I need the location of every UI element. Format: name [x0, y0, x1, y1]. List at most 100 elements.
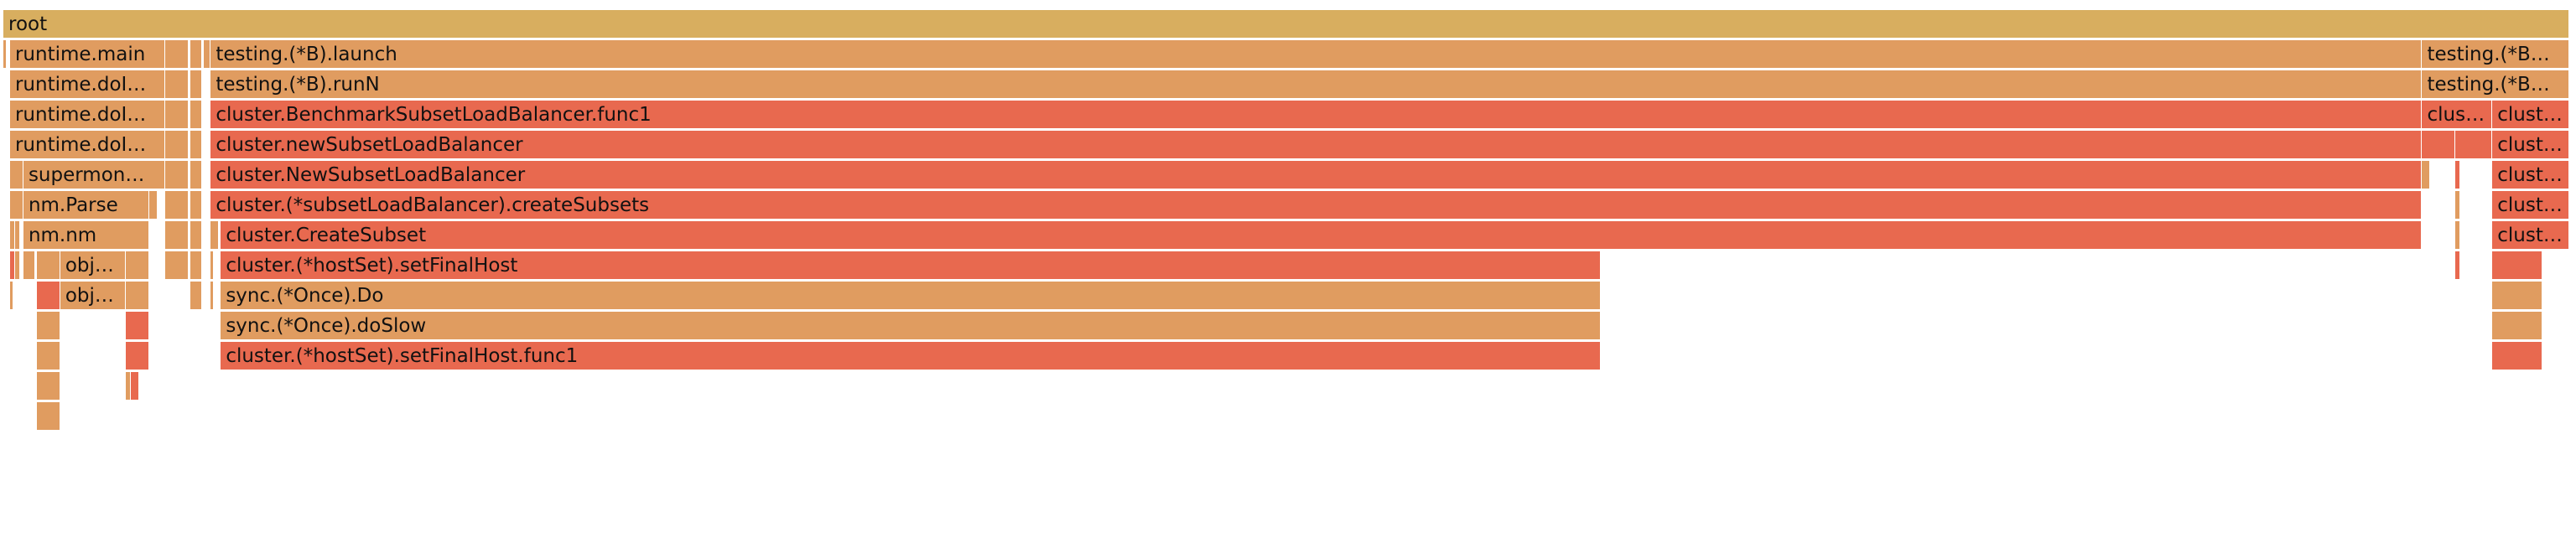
frame-cluster-hostset-setfinalhost-func1[interactable]: cluster.(*hostSet).setFinalHost.func1 — [221, 342, 1602, 370]
frame-label: supermon… — [28, 164, 145, 186]
frame[interactable] — [2455, 131, 2493, 159]
frame[interactable] — [23, 251, 35, 280]
frame-cluster-newsubsetloadbalancer[interactable]: clust… — [2492, 161, 2569, 189]
frame[interactable] — [165, 131, 190, 159]
frame-cluster-subsetloadbalancer-createsubsets[interactable]: cluster.(*subsetLoadBalancer).createSubs… — [210, 191, 2423, 220]
frame[interactable] — [125, 372, 131, 401]
frame[interactable] — [125, 312, 149, 340]
frame-sync-once-doslow[interactable]: sync.(*Once).doSlow — [221, 312, 1602, 340]
frame-label: obj… — [65, 255, 114, 277]
frame[interactable] — [190, 191, 203, 220]
frame[interactable] — [9, 161, 23, 189]
frame-label: cluster.NewSubsetLoadBalancer — [216, 164, 526, 186]
frame[interactable] — [14, 221, 20, 250]
frame-testing-b-launch[interactable]: testing.(*B).launch — [210, 40, 2423, 69]
frame[interactable] — [165, 70, 190, 99]
frame-label: testing.(*B).runN — [216, 74, 380, 96]
frame-sync-once-do[interactable]: sync.(*Once).Do — [221, 282, 1602, 310]
frame[interactable] — [2455, 221, 2461, 250]
frame[interactable] — [2492, 342, 2543, 370]
frame[interactable] — [190, 70, 203, 99]
frame-cluster-hostset-setfinalhost[interactable]: cluster.(*hostSet).setFinalHost — [221, 251, 1602, 280]
frame-nm-nm[interactable]: nm.nm — [23, 221, 149, 250]
frame-label: clust… — [2497, 225, 2563, 246]
frame[interactable] — [9, 221, 15, 250]
frame[interactable] — [36, 402, 60, 431]
frame[interactable] — [165, 40, 190, 69]
frame[interactable] — [9, 251, 15, 280]
frame-cluster-newsubsetloadbalancer[interactable]: cluster.NewSubsetLoadBalancer — [210, 161, 2423, 189]
frame-cluster-createsubset[interactable]: cluster.CreateSubset — [221, 221, 2423, 250]
frame[interactable] — [2455, 191, 2461, 220]
frame[interactable] — [190, 251, 203, 280]
frame-nm-parse[interactable]: nm.Parse — [23, 191, 149, 220]
frame[interactable] — [190, 40, 203, 69]
frame[interactable] — [210, 251, 215, 280]
frame[interactable] — [2492, 282, 2543, 310]
frame-label: runtime.main — [14, 44, 146, 65]
frame[interactable] — [210, 282, 215, 310]
frame-label: sync.(*Once).doSlow — [226, 315, 427, 337]
frame[interactable] — [130, 372, 139, 401]
frame[interactable] — [36, 312, 60, 340]
frame-obj[interactable]: obj… — [60, 282, 126, 310]
frame-runtime-doinit[interactable]: runtime.doI… — [9, 70, 166, 99]
frame-runtime-main[interactable]: runtime.main — [9, 40, 166, 69]
frame-label: sync.(*Once).Do — [226, 285, 384, 307]
frame[interactable] — [190, 161, 203, 189]
frame[interactable] — [148, 191, 158, 220]
frame[interactable] — [2492, 312, 2543, 340]
frame-cluster-newsubsetloadbalancer[interactable]: clust… — [2492, 131, 2569, 159]
frame-cluster-benchmarksubsetloadbalancer-func1[interactable]: cluster.BenchmarkSubsetLoadBalancer.func… — [210, 101, 2423, 129]
frame[interactable] — [165, 191, 190, 220]
frame[interactable] — [9, 282, 13, 310]
frame[interactable] — [125, 282, 149, 310]
frame-runtime-doinit[interactable]: runtime.doI… — [9, 101, 166, 129]
frame[interactable] — [2422, 131, 2456, 159]
frame-label: cluster.newSubsetLoadBalancer — [216, 134, 523, 156]
frame[interactable] — [36, 372, 60, 401]
frame[interactable] — [36, 282, 60, 310]
frame[interactable] — [9, 191, 23, 220]
frame[interactable] — [190, 221, 203, 250]
frame-label: runtime.doI… — [14, 74, 147, 96]
frame-label: clus… — [2427, 104, 2485, 126]
frame[interactable] — [2455, 251, 2461, 280]
frame[interactable] — [165, 221, 190, 250]
frame[interactable] — [2422, 161, 2431, 189]
frame-cluster-createsubset[interactable]: clust… — [2492, 221, 2569, 250]
frame-label: cluster.(*hostSet).setFinalHost.func1 — [226, 345, 579, 367]
frame-obj[interactable]: obj… — [60, 251, 126, 280]
frame[interactable] — [125, 342, 149, 370]
frame[interactable] — [204, 40, 211, 69]
frame[interactable] — [14, 251, 20, 280]
frame-runtime-doinit[interactable]: runtime.doI… — [9, 131, 166, 159]
frame[interactable] — [36, 342, 60, 370]
frame[interactable] — [190, 131, 203, 159]
frame[interactable] — [125, 251, 149, 280]
frame-supermonkey[interactable]: supermon… — [23, 161, 166, 189]
frame-root[interactable]: root — [3, 10, 2569, 39]
frame[interactable] — [190, 101, 203, 129]
frame[interactable] — [165, 161, 190, 189]
frame-label: obj… — [65, 285, 114, 307]
frame[interactable] — [210, 221, 220, 250]
frame[interactable] — [2455, 161, 2461, 189]
frame[interactable] — [2492, 251, 2543, 280]
frame-cluster-newsubsetloadbalancer[interactable]: cluster.newSubsetLoadBalancer — [210, 131, 2423, 159]
frame-cluster-subsetloadbalancer-createsubsets[interactable]: clust… — [2492, 191, 2569, 220]
frame-label: testing.(*B).launch — [216, 44, 397, 65]
frame[interactable] — [165, 251, 190, 280]
frame-testing-b-runn[interactable]: testing.(*B).runN — [210, 70, 2423, 99]
frame[interactable] — [36, 251, 60, 280]
frame-cluster-benchmarksubsetloadbalancer-func1[interactable]: clus… — [2422, 101, 2493, 129]
frame-label: cluster.(*hostSet).setFinalHost — [226, 255, 518, 277]
frame-label: root — [8, 13, 48, 35]
frame[interactable] — [3, 40, 7, 69]
frame-testing-b-runn[interactable]: testing.(*B… — [2422, 70, 2569, 99]
frame[interactable] — [190, 282, 203, 310]
frame-cluster-benchmarksubsetloadbalancer-func1[interactable]: clust… — [2492, 101, 2569, 129]
frame-testing-b-launch[interactable]: testing.(*B… — [2422, 40, 2569, 69]
frame[interactable] — [165, 101, 190, 129]
